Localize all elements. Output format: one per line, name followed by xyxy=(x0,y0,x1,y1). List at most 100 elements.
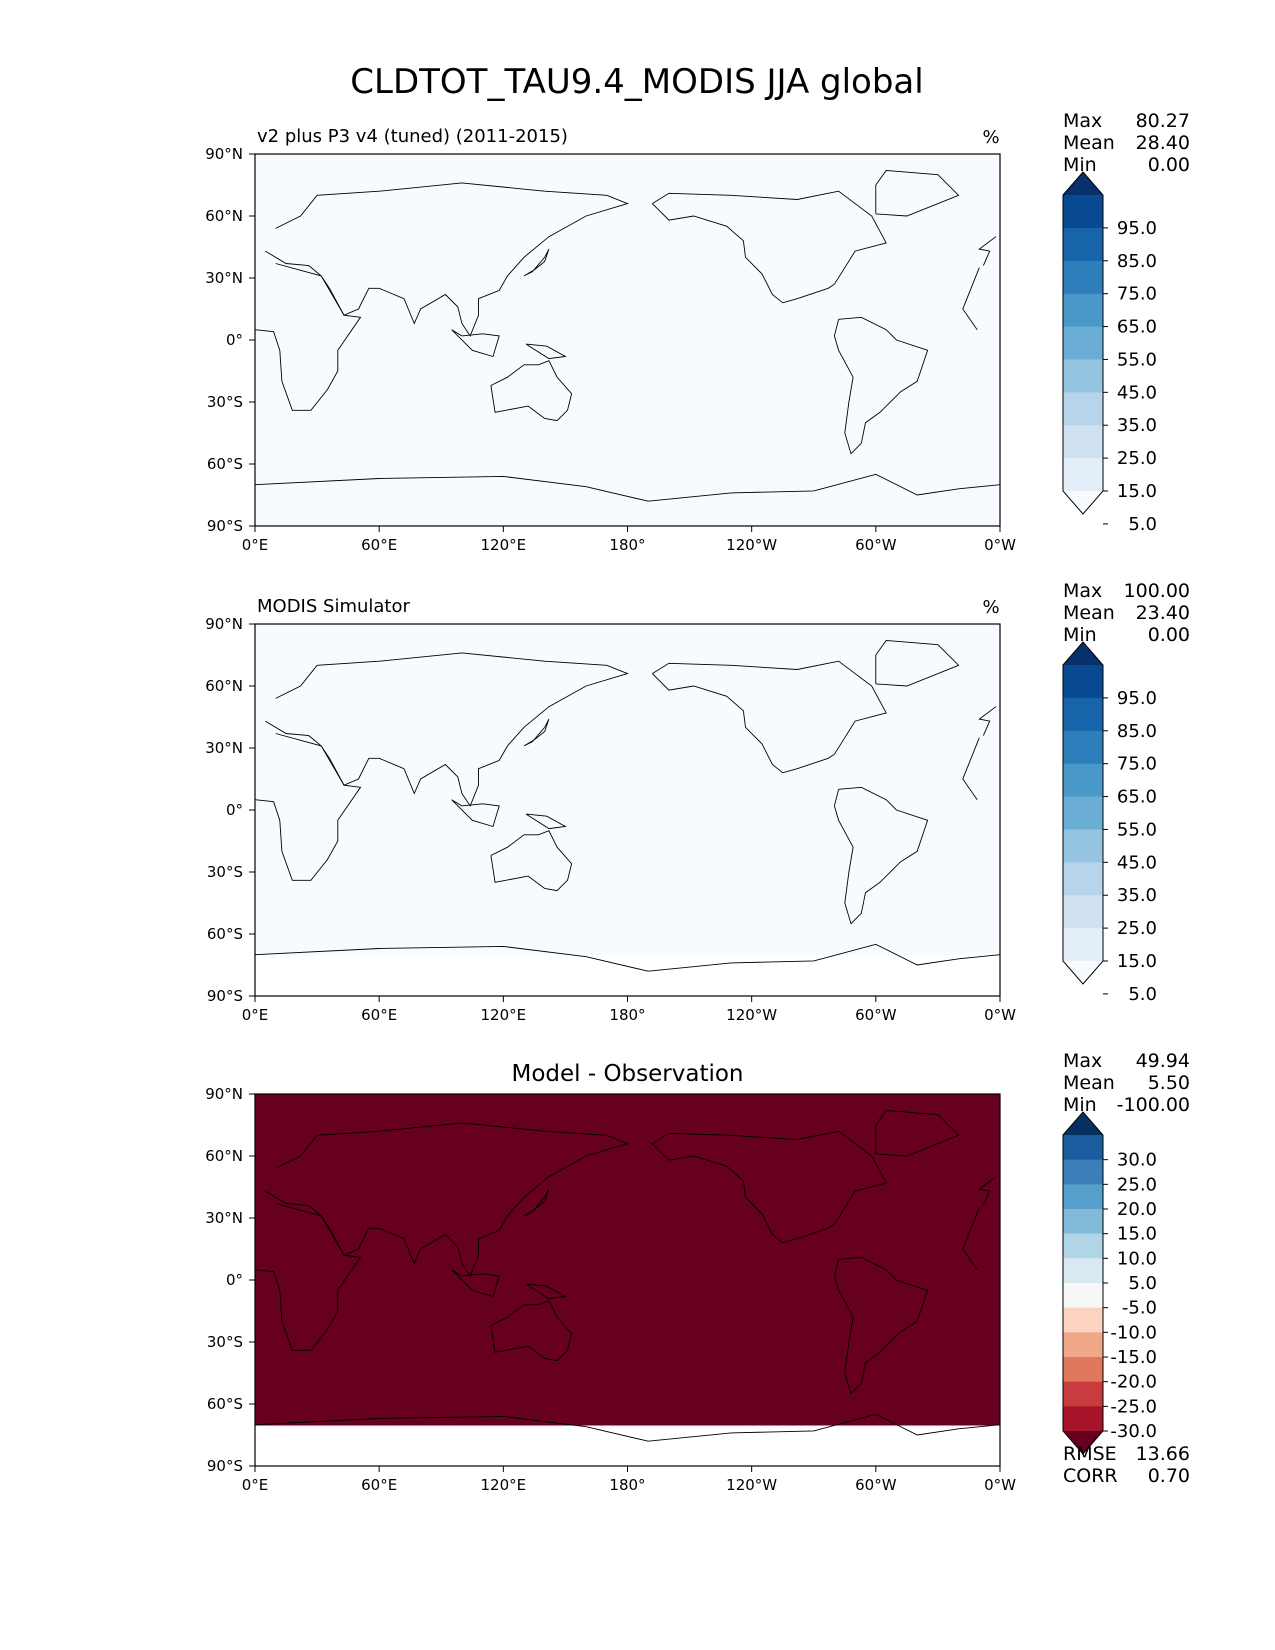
field-cell xyxy=(389,402,401,413)
field-cell xyxy=(503,944,515,956)
field-cell xyxy=(286,226,297,238)
field-cell xyxy=(648,329,660,341)
field-cell xyxy=(544,624,556,635)
field-cell xyxy=(906,443,918,455)
field-cell xyxy=(420,226,432,238)
field-cell xyxy=(451,402,463,413)
field-cell xyxy=(451,515,463,527)
field-cell xyxy=(451,391,463,403)
field-cell xyxy=(524,340,535,351)
field-cell xyxy=(389,205,401,217)
field-cell xyxy=(637,288,649,300)
field-cell xyxy=(834,634,846,646)
field-cell xyxy=(420,174,432,186)
field-cell xyxy=(596,944,608,956)
field-cell xyxy=(389,257,401,269)
field-cell xyxy=(461,350,473,362)
field-cell xyxy=(896,872,908,883)
field-cell xyxy=(782,768,794,780)
field-cell xyxy=(379,789,391,801)
field-cell xyxy=(824,903,836,914)
field-cell xyxy=(989,768,1001,780)
field-cell xyxy=(275,768,287,780)
field-cell xyxy=(689,882,701,894)
field-cell xyxy=(699,340,711,351)
field-cell xyxy=(927,727,939,739)
field-cell xyxy=(306,453,318,465)
field-cell xyxy=(689,748,701,759)
field-cell xyxy=(596,665,608,677)
field-cell xyxy=(596,412,608,424)
field-cell xyxy=(534,484,546,496)
field-cell xyxy=(617,422,629,434)
coastline xyxy=(451,329,500,358)
field-cell xyxy=(368,164,380,176)
field-cell xyxy=(482,371,494,382)
field-cell xyxy=(793,923,805,935)
field-cell xyxy=(296,727,308,739)
field-cell xyxy=(762,634,773,646)
field-cell xyxy=(793,624,805,635)
field-cell xyxy=(886,267,898,279)
field-cell xyxy=(513,360,525,372)
field-cell xyxy=(296,748,308,759)
field-cell xyxy=(565,340,577,351)
field-cell xyxy=(420,195,432,207)
field-cell xyxy=(255,247,266,258)
field-cell xyxy=(968,644,980,656)
field-cell xyxy=(762,515,773,527)
field-cell xyxy=(441,872,453,883)
field-cell xyxy=(430,309,442,320)
field-cell xyxy=(461,861,473,873)
colorbar-segment xyxy=(1063,425,1103,459)
field-cell xyxy=(824,257,836,269)
field-cell xyxy=(617,882,629,894)
field-cell xyxy=(875,402,887,413)
field-cell xyxy=(937,872,949,883)
field-cell xyxy=(648,164,660,176)
field-cell xyxy=(689,913,701,925)
field-cell xyxy=(544,686,556,697)
field-cell xyxy=(968,350,980,362)
field-cell xyxy=(834,205,846,217)
field-cell xyxy=(906,195,918,207)
field-cell xyxy=(275,422,287,434)
field-cell xyxy=(627,412,639,424)
field-cell xyxy=(896,154,908,165)
field-cell xyxy=(451,205,463,217)
field-cell xyxy=(441,892,453,904)
field-cell xyxy=(668,789,680,801)
field-cell xyxy=(637,329,649,341)
field-cell xyxy=(420,298,432,310)
field-cell xyxy=(389,505,401,517)
field-cell xyxy=(513,298,525,310)
field-cell xyxy=(544,205,556,217)
field-cell xyxy=(689,174,701,186)
field-cell xyxy=(606,841,618,852)
field-cell xyxy=(762,923,773,935)
field-cell xyxy=(534,913,546,925)
field-cell xyxy=(275,655,287,666)
field-cell xyxy=(824,164,836,176)
field-cell xyxy=(296,634,308,646)
field-cell xyxy=(348,665,360,677)
field-cell xyxy=(906,675,918,687)
field-cell xyxy=(699,329,711,341)
field-cell xyxy=(668,309,680,320)
field-cell xyxy=(482,779,494,790)
field-cell xyxy=(937,309,949,320)
field-cell xyxy=(906,624,918,635)
field-cell xyxy=(337,944,349,956)
field-cell xyxy=(896,484,908,496)
field-cell xyxy=(255,412,266,424)
field-cell xyxy=(575,360,587,372)
field-cell xyxy=(917,851,929,863)
field-cell xyxy=(430,474,442,486)
field-cell xyxy=(793,634,805,646)
field-cell xyxy=(327,903,339,914)
field-cell xyxy=(555,758,567,770)
field-cell xyxy=(793,748,805,759)
field-cell xyxy=(741,340,753,351)
field-cell xyxy=(958,872,970,883)
field-cell xyxy=(710,288,722,300)
